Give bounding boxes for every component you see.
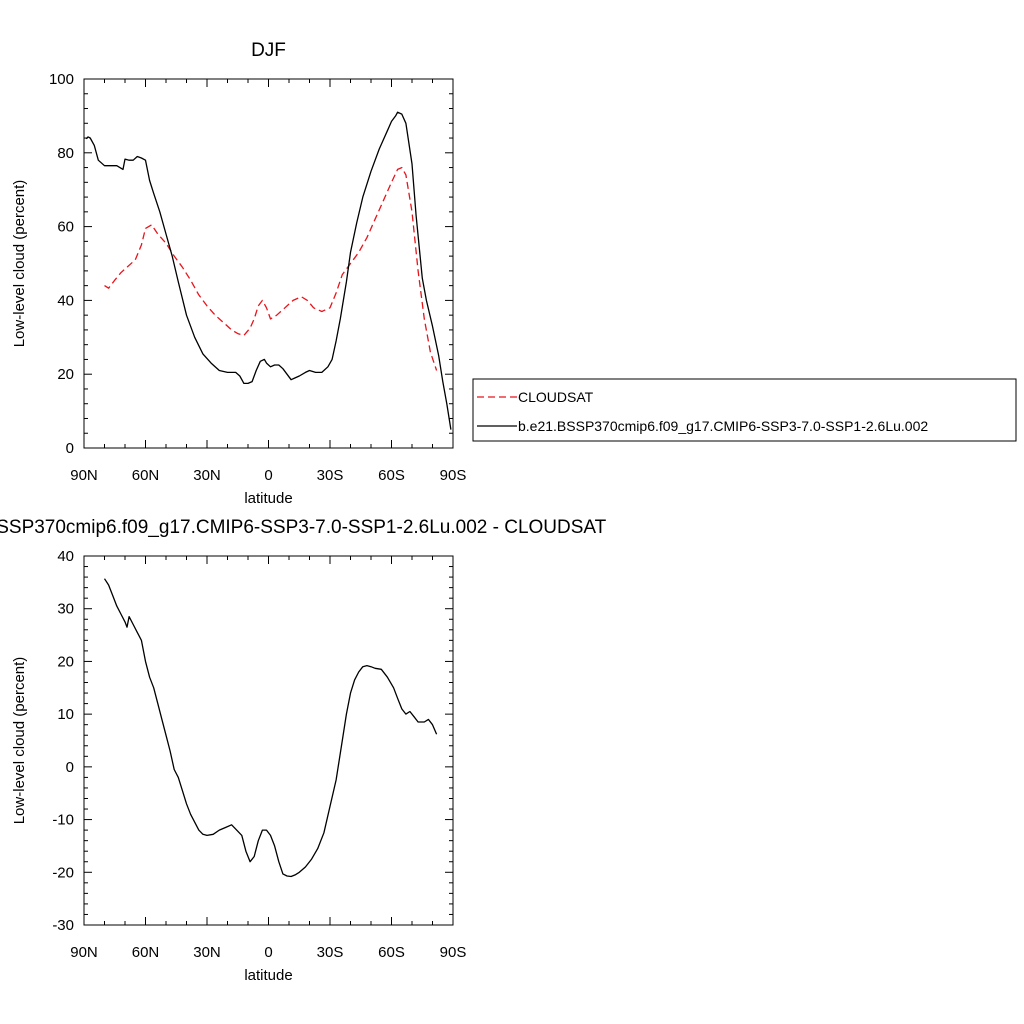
x-tick-label: 30N (193, 944, 221, 961)
y-tick-label: 10 (57, 706, 74, 723)
legend-box (472, 378, 1017, 442)
x-tick-label: 90N (70, 944, 98, 961)
x-tick-label: 30S (317, 467, 344, 484)
y-tick-label: 40 (57, 292, 74, 309)
legend-entry-model: b.e21.BSSP370cmip6.f09_g17.CMIP6-SSP3-7.… (518, 418, 928, 434)
x-axis-label: latitude (244, 967, 292, 984)
y-tick-label: 60 (57, 219, 74, 236)
x-tick-label: 60S (378, 944, 405, 961)
x-tick-label: 0 (264, 944, 272, 961)
series-line-0 (103, 578, 438, 878)
series-line-0 (104, 166, 438, 371)
y-tick-label: 80 (57, 145, 74, 162)
y-tick-label: 20 (57, 366, 74, 383)
y-tick-label: 0 (66, 759, 74, 776)
x-axis-label: latitude (244, 490, 292, 507)
djf-chart: DJF 90N 60N 30N 0 30S 60S 90S 0 20 40 60 80 100 lati… (11, 40, 1017, 507)
x-tick-label: 90S (440, 944, 467, 961)
x-tick-label: 60N (132, 467, 160, 484)
chart-series (85, 111, 452, 430)
x-tick-label: 60N (132, 944, 160, 961)
y-tick-label: 0 (66, 440, 74, 457)
x-tick-label: 30S (317, 944, 344, 961)
chart-series (103, 578, 438, 878)
x-tick-label: 0 (264, 467, 272, 484)
y-tick-label: 100 (49, 71, 74, 88)
y-tick-label: -20 (52, 864, 74, 881)
chart-ticks: 90N 60N 30N 0 30S 60S 90S 0 20 40 60 80 100 (49, 71, 466, 484)
y-tick-label: 30 (57, 601, 74, 618)
series-line-1 (85, 111, 452, 430)
plot-frame (83, 555, 454, 926)
x-tick-label: 30N (193, 467, 221, 484)
chart-ticks: 90N 60N 30N 0 30S 60S 90S -30 -20 -10 0 10 20 30 40 (52, 548, 466, 961)
chart-title: b.e21.BSSP370cmip6.f09_g17.CMIP6-SSP3-7.… (0, 517, 607, 538)
y-tick-label: -10 (52, 812, 74, 829)
chart-title: DJF (251, 40, 286, 61)
legend-entry-cloudsat: CLOUDSAT (518, 389, 594, 405)
x-tick-label: 60S (378, 467, 405, 484)
y-axis-label: Low-level cloud (percent) (11, 657, 28, 825)
y-tick-label: 40 (57, 548, 74, 565)
difference-chart: b.e21.BSSP370cmip6.f09_g17.CMIP6-SSP3-7.… (0, 517, 607, 984)
legend: CLOUDSAT b.e21.BSSP370cmip6.f09_g17.CMIP… (472, 378, 1017, 442)
y-tick-label: -30 (52, 917, 74, 934)
y-axis-label: Low-level cloud (percent) (11, 180, 28, 348)
x-tick-label: 90S (440, 467, 467, 484)
plot-frame (83, 78, 454, 449)
y-tick-label: 20 (57, 653, 74, 670)
x-tick-label: 90N (70, 467, 98, 484)
